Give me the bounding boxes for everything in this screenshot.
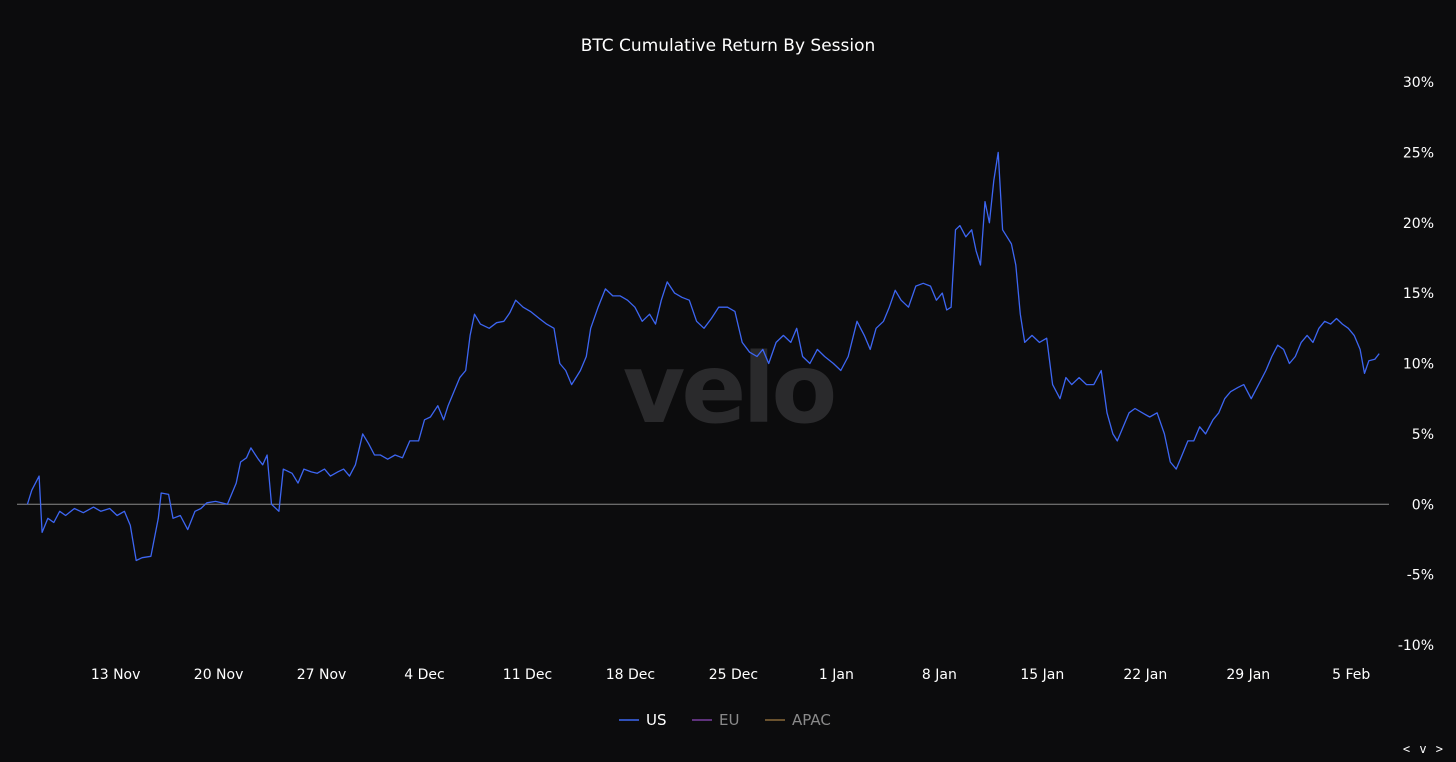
x-tick-label: 15 Jan: [1020, 667, 1064, 683]
x-tick-label: 27 Nov: [297, 667, 347, 683]
x-tick-label: 11 Dec: [503, 667, 552, 683]
chart-nav-control[interactable]: < v >: [1402, 742, 1444, 756]
legend-label-us: US: [646, 711, 667, 729]
y-tick-label: 20%: [1403, 216, 1434, 232]
y-tick-label: 25%: [1403, 145, 1434, 161]
x-tick-label: 22 Jan: [1123, 667, 1167, 683]
x-tick-label: 29 Jan: [1226, 667, 1270, 683]
chart-title: BTC Cumulative Return By Session: [581, 36, 876, 56]
x-tick-label: 4 Dec: [404, 667, 444, 683]
y-tick-label: -5%: [1407, 568, 1434, 584]
y-tick-label: -10%: [1398, 638, 1434, 654]
y-tick-label: 30%: [1403, 75, 1434, 91]
x-tick-label: 20 Nov: [194, 667, 244, 683]
legend[interactable]: US EU APAC: [619, 711, 831, 729]
x-tick-label: 1 Jan: [819, 667, 854, 683]
series-line-us: [26, 151, 1380, 562]
x-axis: 13 Nov 20 Nov 27 Nov 4 Dec 11 Dec 18 Dec 25 De…: [91, 667, 1371, 683]
y-tick-label: 10%: [1403, 357, 1434, 373]
legend-label-eu: EU: [719, 711, 739, 729]
y-tick-label: 0%: [1412, 497, 1434, 513]
x-tick-label: 13 Nov: [91, 667, 141, 683]
y-tick-label: 5%: [1412, 427, 1434, 443]
legend-item-us[interactable]: US: [619, 711, 667, 729]
legend-item-apac[interactable]: APAC: [765, 711, 831, 729]
x-tick-label: 8 Jan: [922, 667, 957, 683]
x-tick-label: 18 Dec: [606, 667, 655, 683]
x-tick-label: 25 Dec: [709, 667, 758, 683]
y-tick-label: 15%: [1403, 286, 1434, 302]
x-tick-label: 5 Feb: [1332, 667, 1370, 683]
legend-label-apac: APAC: [792, 711, 831, 729]
y-axis: 30% 25% 20% 15% 10% 5% 0% -5% -10%: [1398, 75, 1434, 654]
series-group: [26, 151, 1380, 562]
legend-item-eu[interactable]: EU: [692, 711, 739, 729]
